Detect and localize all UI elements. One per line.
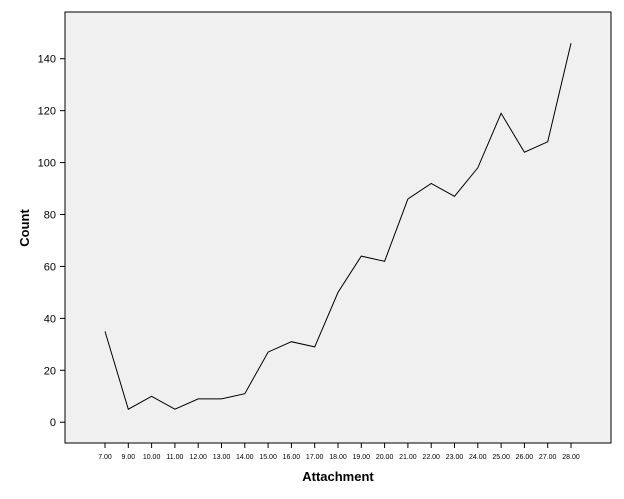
x-tick-label: 9.00 bbox=[121, 454, 135, 461]
x-tick-label: 16.00 bbox=[283, 454, 301, 461]
y-tick-label: 60 bbox=[44, 261, 56, 273]
x-tick-label: 14.00 bbox=[236, 454, 254, 461]
x-tick-label: 10.00 bbox=[143, 454, 161, 461]
x-tick-label: 15.00 bbox=[259, 454, 277, 461]
y-tick-label: 100 bbox=[38, 158, 56, 170]
y-tick-label: 0 bbox=[50, 417, 56, 429]
x-tick-label: 28.00 bbox=[562, 454, 580, 461]
x-tick-label: 17.00 bbox=[306, 454, 324, 461]
x-tick-label: 27.00 bbox=[539, 454, 557, 461]
x-axis-title: Attachment bbox=[302, 469, 374, 484]
y-tick-label: 20 bbox=[44, 365, 56, 377]
y-tick-label: 80 bbox=[44, 210, 56, 222]
x-tick-label: 22.00 bbox=[422, 454, 440, 461]
y-axis: 0 20 40 60 80 100 120 140 bbox=[38, 54, 65, 429]
y-tick-label: 40 bbox=[44, 313, 56, 325]
x-tick-label: 7.00 bbox=[98, 454, 112, 461]
x-tick-label: 20.00 bbox=[376, 454, 394, 461]
x-tick-label: 26.00 bbox=[516, 454, 534, 461]
x-tick-label: 23.00 bbox=[446, 454, 464, 461]
x-tick-label: 13.00 bbox=[213, 454, 231, 461]
y-axis-title: Count bbox=[17, 209, 32, 247]
x-tick-label: 24.00 bbox=[469, 454, 487, 461]
x-tick-label: 12.00 bbox=[189, 454, 207, 461]
x-tick-label: 11.00 bbox=[166, 454, 183, 461]
x-tick-label: 18.00 bbox=[329, 454, 347, 461]
x-axis: 7.00 9.00 10.00 11.00 12.00 13.00 14.00 15.00 16… bbox=[98, 443, 580, 461]
x-tick-label: 19.00 bbox=[353, 454, 371, 461]
y-tick-label: 120 bbox=[38, 106, 56, 118]
x-tick-label: 21.00 bbox=[399, 454, 417, 461]
plot-area bbox=[64, 11, 612, 444]
series-line bbox=[104, 43, 572, 410]
y-tick-label: 140 bbox=[38, 54, 56, 66]
x-tick-label: 25.00 bbox=[492, 454, 510, 461]
